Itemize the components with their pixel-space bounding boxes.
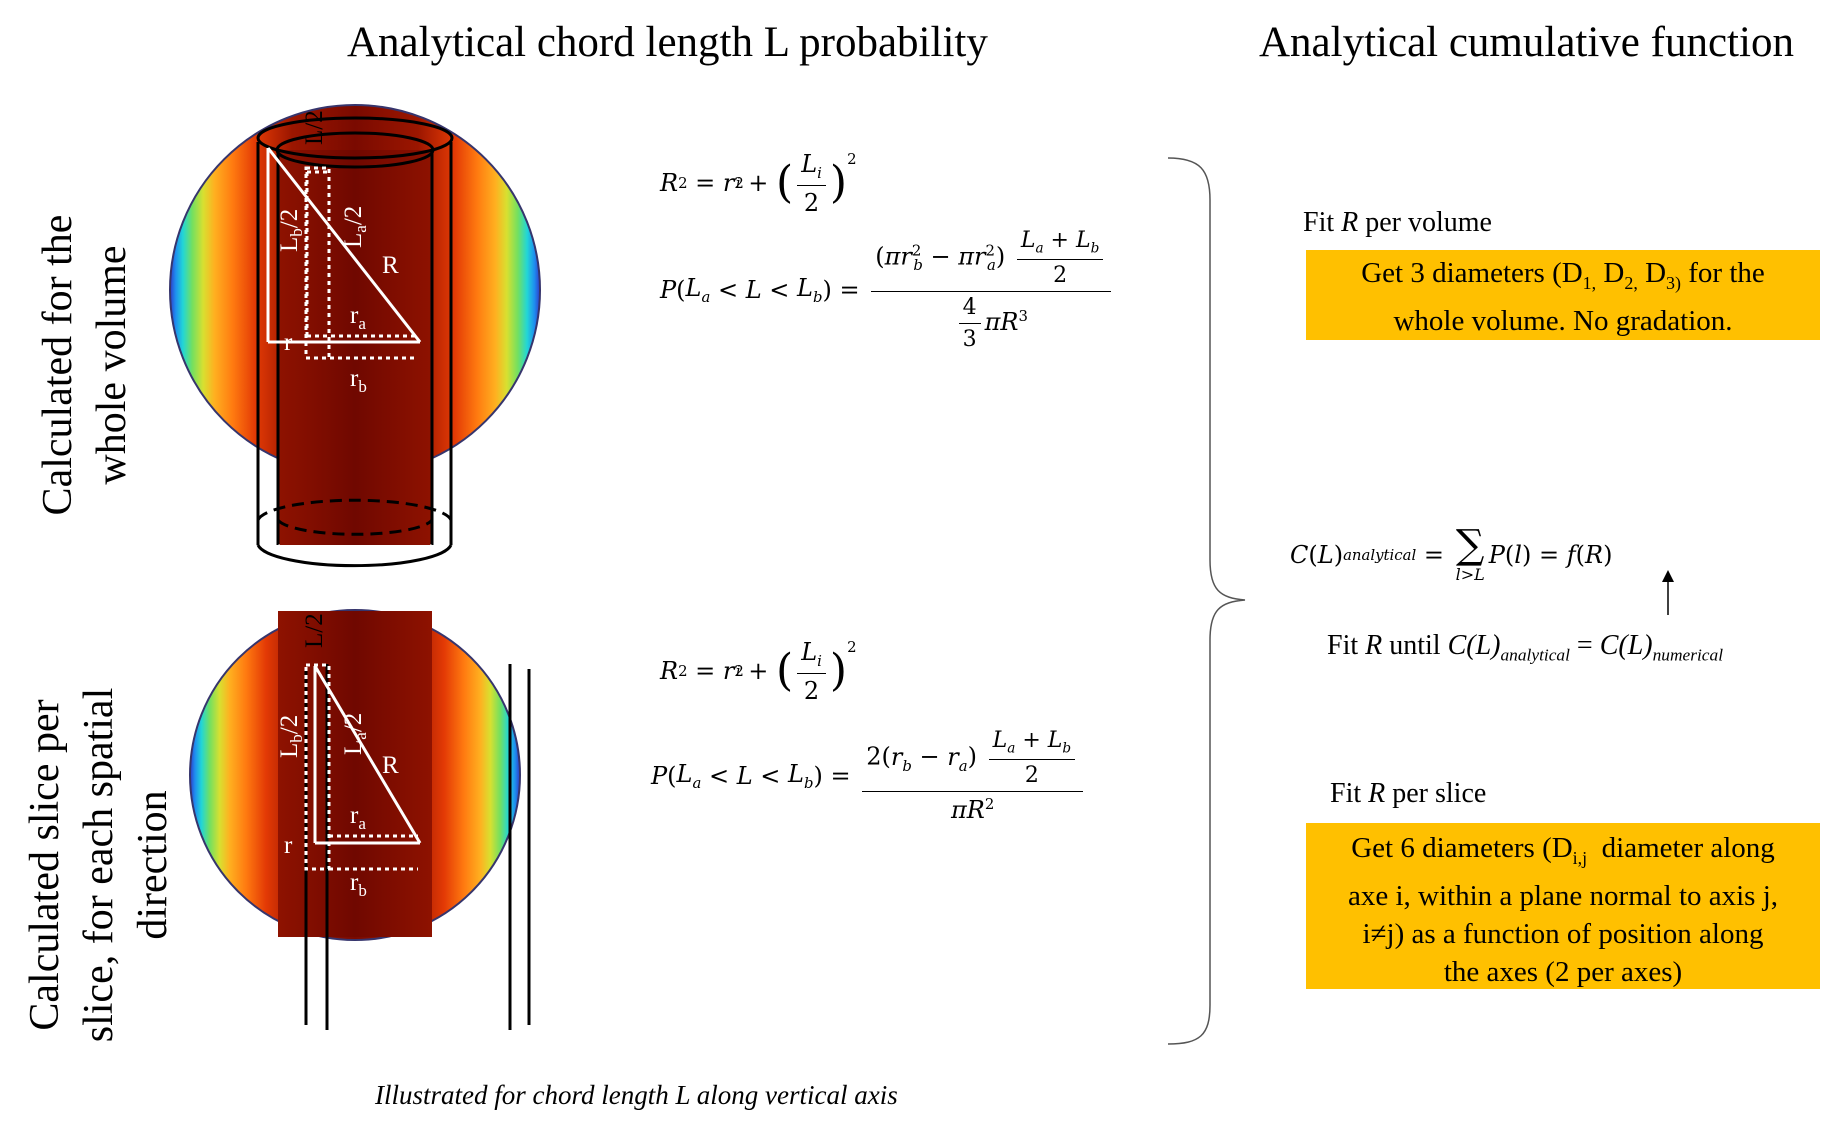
fit-arrow-head xyxy=(1662,570,1674,582)
slice-rb-label: rb xyxy=(350,869,367,900)
slice-probability-equation: P(La < L < Lb) = 2(rb − ra) La + Lb 2 πR2 xyxy=(651,728,1087,824)
volume-ra-label: ra xyxy=(350,302,366,333)
fit-slice-box-line2: axe i, within a plane normal to axis j, xyxy=(1347,879,1779,912)
volume-cylinder-bottom-outer xyxy=(256,544,453,568)
slice-half-L-label: L/2 xyxy=(301,613,328,648)
slice-radius-line xyxy=(313,665,422,844)
volume-rb-label: rb xyxy=(350,365,367,396)
volume-half-L-label: L/2 xyxy=(301,110,328,145)
figure-caption: Illustrated for chord length L along ver… xyxy=(375,1080,898,1110)
slice-Lb-dotted-box xyxy=(304,663,331,871)
volume-R-label: R xyxy=(382,252,399,279)
slice-sphere-diagram: L/2 Lb/2 La/2 R r ra rb xyxy=(189,609,531,1030)
volume-La-label: La/2 xyxy=(340,206,370,248)
slice-ra-label: ra xyxy=(350,802,366,833)
slice-band-core xyxy=(278,611,432,937)
probability-title: Analytical chord length L probability xyxy=(347,19,988,66)
volume-cylinder-bottom-dashed-front xyxy=(276,519,434,536)
volume-Lb-label: Lb/2 xyxy=(276,209,306,252)
volume-cylinder-core xyxy=(278,150,432,545)
volume-cylinder-top-inner xyxy=(275,131,435,169)
volume-cylinder-bottom-inner-front xyxy=(276,544,434,563)
grouping-brace xyxy=(1167,157,1246,1045)
fit-slice-box-line4: the axes (2 per axes) xyxy=(1443,955,1683,988)
fit-volume-box-line1: Get 3 diameters (D1, D2, D3) for the xyxy=(1361,257,1765,293)
volume-radius-line xyxy=(266,147,422,343)
fit-slice-box: Get 6 diameters (Di,j diameter along axe… xyxy=(1306,823,1820,989)
slice-Lb-label: Lb/2 xyxy=(276,715,306,758)
volume-cylinder-top-outer xyxy=(256,116,454,160)
fit-volume-title: Fit R per volume xyxy=(1303,207,1492,238)
fit-slice-title: Fit R per slice xyxy=(1330,778,1487,809)
cumulative-title: Analytical cumulative function xyxy=(1259,19,1794,66)
slice-La-label: La/2 xyxy=(340,713,370,755)
volume-sphere-diagram: L/2 Lb/2 La/2 R r ra rb xyxy=(169,104,541,568)
fit-volume-box-line2: whole volume. No gradation. xyxy=(1393,304,1733,337)
fit-volume-box: Get 3 diameters (D1, D2, D3) for the who… xyxy=(1306,250,1820,340)
fit-slice-box-line3: i≠j) as a function of position along xyxy=(1362,917,1764,950)
fit-slice-box-line1: Get 6 diameters (Di,j diameter along xyxy=(1351,832,1775,868)
volume-cylinder-bottom-dashed-back xyxy=(256,498,453,521)
cumulative-equation: C(L) analytical = ∑ l>L P(l) = f(R) xyxy=(1290,522,1613,584)
volume-probability-equation: P(La < L < Lb) = (πr2b − πr2a) La + Lb 2 … xyxy=(660,228,1115,352)
slice-r-label: r xyxy=(284,832,293,859)
fit-until-statement: Fit R until C(L)analytical = C(L)numeric… xyxy=(1327,630,1724,665)
slice-R-label: R xyxy=(382,752,399,779)
volume-r-label: r xyxy=(284,329,293,356)
